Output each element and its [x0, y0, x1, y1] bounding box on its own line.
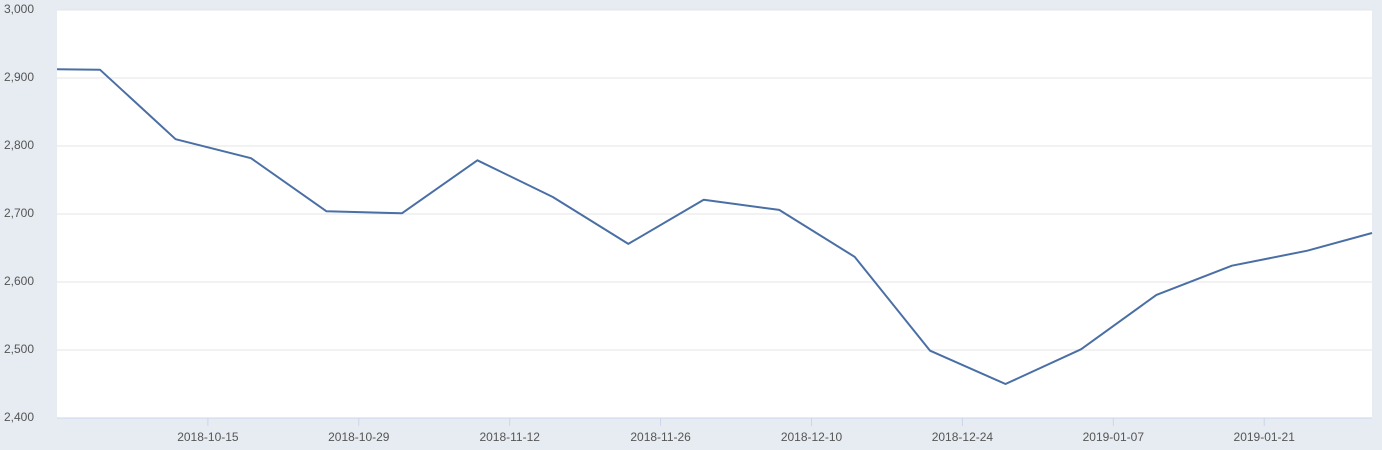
x-tick-label: 2018-11-12: [479, 430, 540, 444]
x-tick-label: 2018-10-29: [328, 430, 390, 444]
y-tick-label: 2,700: [4, 206, 34, 220]
data-line: [56, 68, 1373, 385]
x-tick-label: 2018-11-26: [630, 430, 691, 444]
x-tick-label: 2018-12-10: [781, 430, 843, 444]
x-tick-label: 2018-12-24: [932, 430, 994, 444]
x-tick-label: 2019-01-21: [1234, 430, 1296, 444]
y-tick-label: 2,400: [4, 410, 34, 424]
x-tick-label: 2018-10-15: [177, 430, 239, 444]
x-tick-label: 2019-01-07: [1083, 430, 1145, 444]
y-tick-label: 3,000: [4, 2, 34, 16]
y-tick-label: 2,800: [4, 138, 34, 152]
y-tick-label: 2,900: [4, 70, 34, 84]
y-tick-label: 2,500: [4, 342, 34, 356]
y-tick-label: 2,600: [4, 274, 34, 288]
